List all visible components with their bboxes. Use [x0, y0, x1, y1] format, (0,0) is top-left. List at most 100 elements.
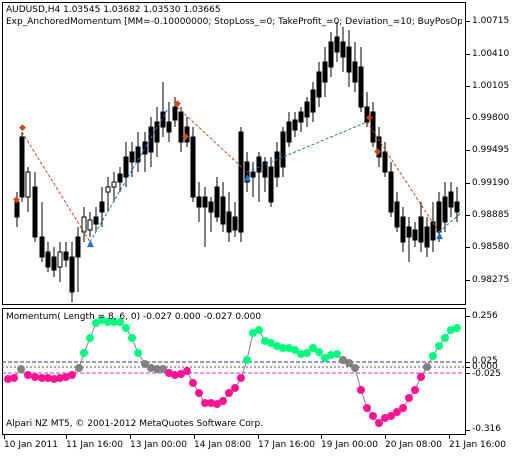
time-label: 11 Jan 16:00 — [66, 440, 123, 450]
candle-body — [424, 226, 430, 248]
candle-body — [184, 126, 190, 143]
candle-body — [442, 196, 448, 223]
momentum-label: 0.256 — [472, 311, 498, 321]
time-label: 13 Jan 00:00 — [130, 440, 187, 450]
momentum-dot — [315, 348, 323, 356]
momentum-dot — [255, 326, 263, 334]
momentum-dot — [309, 344, 317, 352]
momentum-dot — [441, 334, 449, 342]
momentum-dot — [429, 352, 437, 360]
candle-body — [190, 136, 196, 198]
sell-arrow-icon: ◆ — [174, 99, 181, 109]
candle-body — [454, 201, 460, 213]
momentum-dot — [213, 400, 221, 408]
candle-body — [370, 111, 376, 143]
candle-body — [202, 196, 208, 208]
candle-body — [256, 156, 262, 173]
momentum-label: 0.025 — [472, 356, 498, 366]
momentum-dot — [417, 373, 425, 381]
candle-body — [39, 236, 45, 258]
buy-arrow-icon: ▲ — [87, 239, 94, 249]
price-label: 0.99800 — [472, 113, 510, 123]
momentum-label: -0.316 — [472, 424, 502, 434]
candle-body — [376, 136, 382, 158]
time-label: 10 Jan 2011 — [4, 440, 58, 450]
candle-body — [352, 61, 358, 83]
candle-body — [45, 251, 51, 268]
candle-body — [262, 161, 268, 178]
momentum-dot — [86, 334, 94, 342]
momentum-dot — [56, 374, 64, 382]
time-label: 21 Jan 16:00 — [449, 440, 506, 450]
buy-arrow-icon: ▲ — [244, 173, 251, 183]
price-label: 0.98275 — [472, 275, 510, 285]
candle-body — [418, 216, 424, 243]
candle-body — [226, 211, 232, 233]
candle-body — [268, 166, 274, 203]
time-label: 20 Jan 08:00 — [385, 440, 442, 450]
candle-body — [304, 101, 310, 118]
sell-arrow-icon: ◆ — [182, 132, 189, 142]
zigzag-buy-line — [438, 211, 463, 233]
candle-body — [316, 71, 322, 98]
candle-body — [274, 151, 280, 178]
momentum-dot — [80, 349, 88, 357]
momentum-dot — [195, 389, 203, 397]
candle-body — [298, 111, 304, 123]
candle-body — [238, 131, 244, 233]
candle-body — [142, 141, 148, 155]
momentum-dot — [134, 349, 142, 357]
momentum-dot — [44, 374, 52, 382]
momentum-dot — [393, 408, 401, 416]
candle-body — [382, 151, 388, 173]
momentum-dot — [435, 342, 443, 350]
momentum-title: Momentum( Length = 8, 6, 0) -0.027 0.000… — [6, 312, 262, 322]
sell-arrow-icon: ◆ — [13, 195, 20, 205]
candle-body — [87, 219, 93, 231]
candle-body — [220, 196, 226, 225]
momentum-dot — [219, 397, 227, 405]
candle-body — [346, 46, 352, 73]
momentum-dot — [104, 318, 112, 326]
price-label: 1.00410 — [472, 49, 510, 59]
candle-body — [129, 151, 135, 163]
momentum-dot — [333, 350, 341, 358]
sell-arrow-icon: ◆ — [366, 113, 373, 123]
momentum-dot — [411, 386, 419, 394]
candle-body — [214, 186, 220, 218]
zigzag-buy-line — [89, 106, 170, 243]
momentum-dot — [363, 404, 371, 412]
momentum-dot — [231, 384, 239, 392]
momentum-dot — [423, 363, 431, 371]
candle-body — [105, 186, 111, 193]
candle-body — [448, 191, 454, 208]
copyright-text: Alpari NZ MT5, © 2001-2012 MetaQuotes So… — [6, 419, 264, 429]
momentum-dot — [159, 365, 167, 373]
candle-body — [388, 171, 394, 213]
candle-body — [154, 121, 160, 143]
candle-body — [32, 186, 38, 238]
candle-body — [340, 41, 346, 58]
momentum-dot — [128, 334, 136, 342]
momentum-dot — [387, 412, 395, 420]
momentum-dot — [122, 324, 130, 332]
momentum-dot — [50, 375, 58, 383]
momentum-dot — [17, 365, 25, 373]
zigzag-sell-line — [366, 121, 440, 233]
momentum-dot — [339, 356, 347, 364]
zigzag-sell-line — [21, 131, 91, 243]
momentum-dot — [75, 364, 83, 372]
momentum-dot — [189, 379, 197, 387]
candle-body — [436, 201, 442, 233]
candle-body — [14, 201, 20, 218]
candle-body — [250, 171, 256, 178]
candle-body — [25, 171, 31, 198]
price-label: 0.99190 — [472, 178, 510, 188]
momentum-dot — [201, 399, 209, 407]
momentum-dot — [153, 365, 161, 373]
candle-body — [117, 173, 123, 183]
time-label: 14 Jan 08:00 — [194, 440, 251, 450]
buy-arrow-icon: ▲ — [436, 231, 443, 241]
momentum-dot — [110, 318, 118, 326]
zigzag-sell-line — [176, 106, 248, 173]
